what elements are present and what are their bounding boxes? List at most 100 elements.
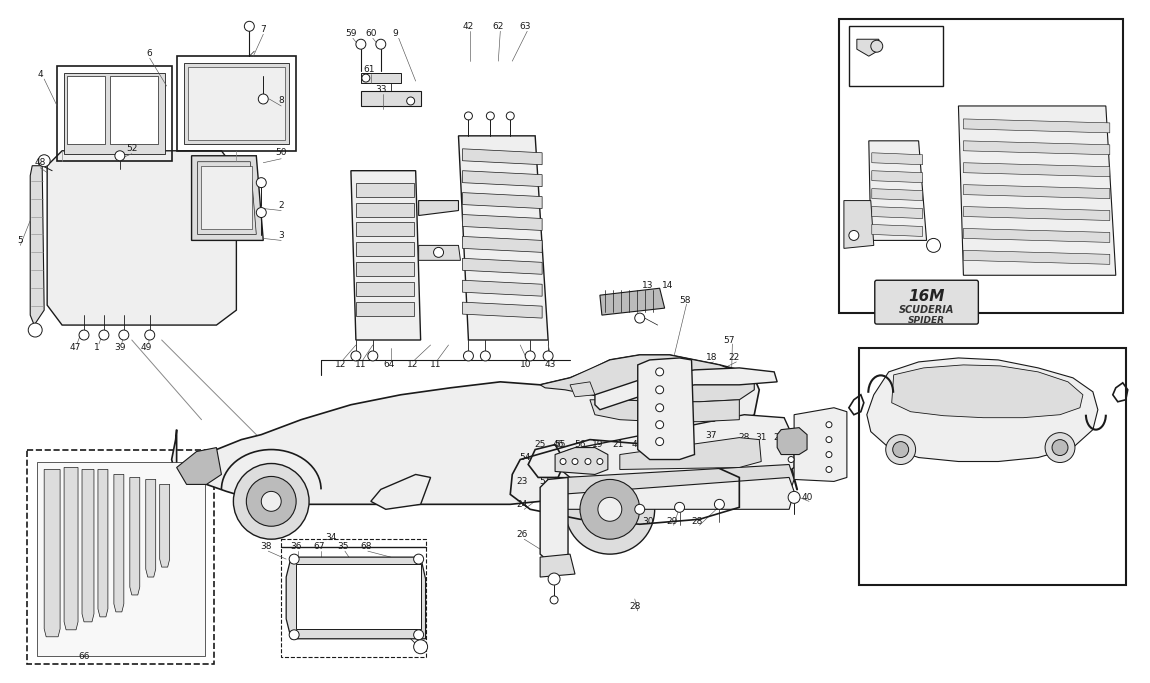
Text: 34: 34 [325,533,337,542]
Text: 63: 63 [520,22,531,31]
Polygon shape [872,225,922,236]
Circle shape [656,438,664,445]
Circle shape [368,351,378,361]
Text: 46: 46 [552,440,564,449]
Bar [37,462,205,656]
Text: 35: 35 [337,542,348,550]
Polygon shape [872,206,922,219]
Text: 2: 2 [278,201,284,210]
Text: 56: 56 [574,440,585,449]
Circle shape [656,386,664,394]
Text: 26: 26 [516,530,528,539]
Text: 41: 41 [632,440,644,449]
Polygon shape [361,91,421,106]
Text: 15: 15 [706,400,718,409]
Polygon shape [355,203,414,217]
Text: 12: 12 [336,361,346,370]
Circle shape [549,573,560,585]
Text: 6: 6 [147,48,153,57]
Text: 18: 18 [706,353,718,363]
Polygon shape [964,228,1110,242]
Text: 11: 11 [430,361,442,370]
Polygon shape [459,136,549,340]
Circle shape [99,330,109,340]
Circle shape [414,640,428,654]
Circle shape [289,630,299,640]
Bar [177,56,297,151]
Bar [110,76,158,144]
Circle shape [29,323,43,337]
Circle shape [414,630,423,640]
Polygon shape [355,282,414,296]
Polygon shape [868,141,927,240]
Text: 61: 61 [363,65,375,74]
Text: 16: 16 [706,383,718,392]
Circle shape [38,155,51,167]
Polygon shape [462,280,542,296]
Text: 14: 14 [662,281,673,290]
Polygon shape [872,153,922,165]
Circle shape [118,330,129,340]
Text: 31: 31 [756,433,767,442]
Text: 60: 60 [365,29,376,38]
Polygon shape [171,355,759,504]
Text: 3: 3 [278,231,284,240]
Text: 38: 38 [261,542,273,550]
Polygon shape [370,475,430,510]
Polygon shape [570,382,595,397]
Polygon shape [964,206,1110,221]
Text: 68: 68 [360,542,371,550]
Polygon shape [286,557,426,639]
Text: 62: 62 [492,22,504,31]
Circle shape [414,554,423,564]
Polygon shape [177,447,222,484]
Text: 54: 54 [520,453,531,462]
Bar [838,19,1122,313]
Circle shape [635,313,645,323]
Polygon shape [114,475,124,612]
Text: 17: 17 [706,367,718,376]
Polygon shape [462,171,542,186]
Polygon shape [891,365,1083,418]
Circle shape [256,178,267,188]
Circle shape [259,94,268,104]
Text: 13: 13 [642,281,653,290]
Text: 67: 67 [313,542,324,550]
Text: 48: 48 [34,158,46,167]
Text: 28: 28 [629,602,641,611]
Text: 21: 21 [612,440,623,449]
Polygon shape [590,400,739,421]
Text: 5: 5 [17,236,23,245]
Text: 64: 64 [383,361,394,370]
Polygon shape [355,223,414,236]
Text: 10: 10 [1041,19,1052,28]
Polygon shape [47,151,237,325]
Text: SCUDERIA: SCUDERIA [899,305,954,315]
Bar [282,539,426,657]
Polygon shape [192,156,263,240]
Text: 49: 49 [141,344,153,352]
Text: 32: 32 [805,427,816,436]
Polygon shape [30,166,44,325]
Text: 37: 37 [706,431,718,440]
Text: 8: 8 [278,96,284,105]
Bar [200,166,252,229]
Text: 11: 11 [888,251,899,260]
Polygon shape [419,201,459,216]
Polygon shape [82,469,94,622]
Text: 9: 9 [393,29,399,38]
Text: 53: 53 [1003,565,1014,574]
Polygon shape [355,302,414,316]
Text: 40: 40 [802,493,813,502]
Circle shape [486,112,494,120]
Text: 52: 52 [126,144,138,153]
FancyBboxPatch shape [875,280,979,324]
Circle shape [434,247,444,257]
Text: SPIDER: SPIDER [908,316,945,324]
Polygon shape [620,438,761,469]
Bar [67,76,105,144]
Polygon shape [540,477,568,561]
Circle shape [79,330,89,340]
Circle shape [463,351,474,361]
Circle shape [635,504,645,514]
